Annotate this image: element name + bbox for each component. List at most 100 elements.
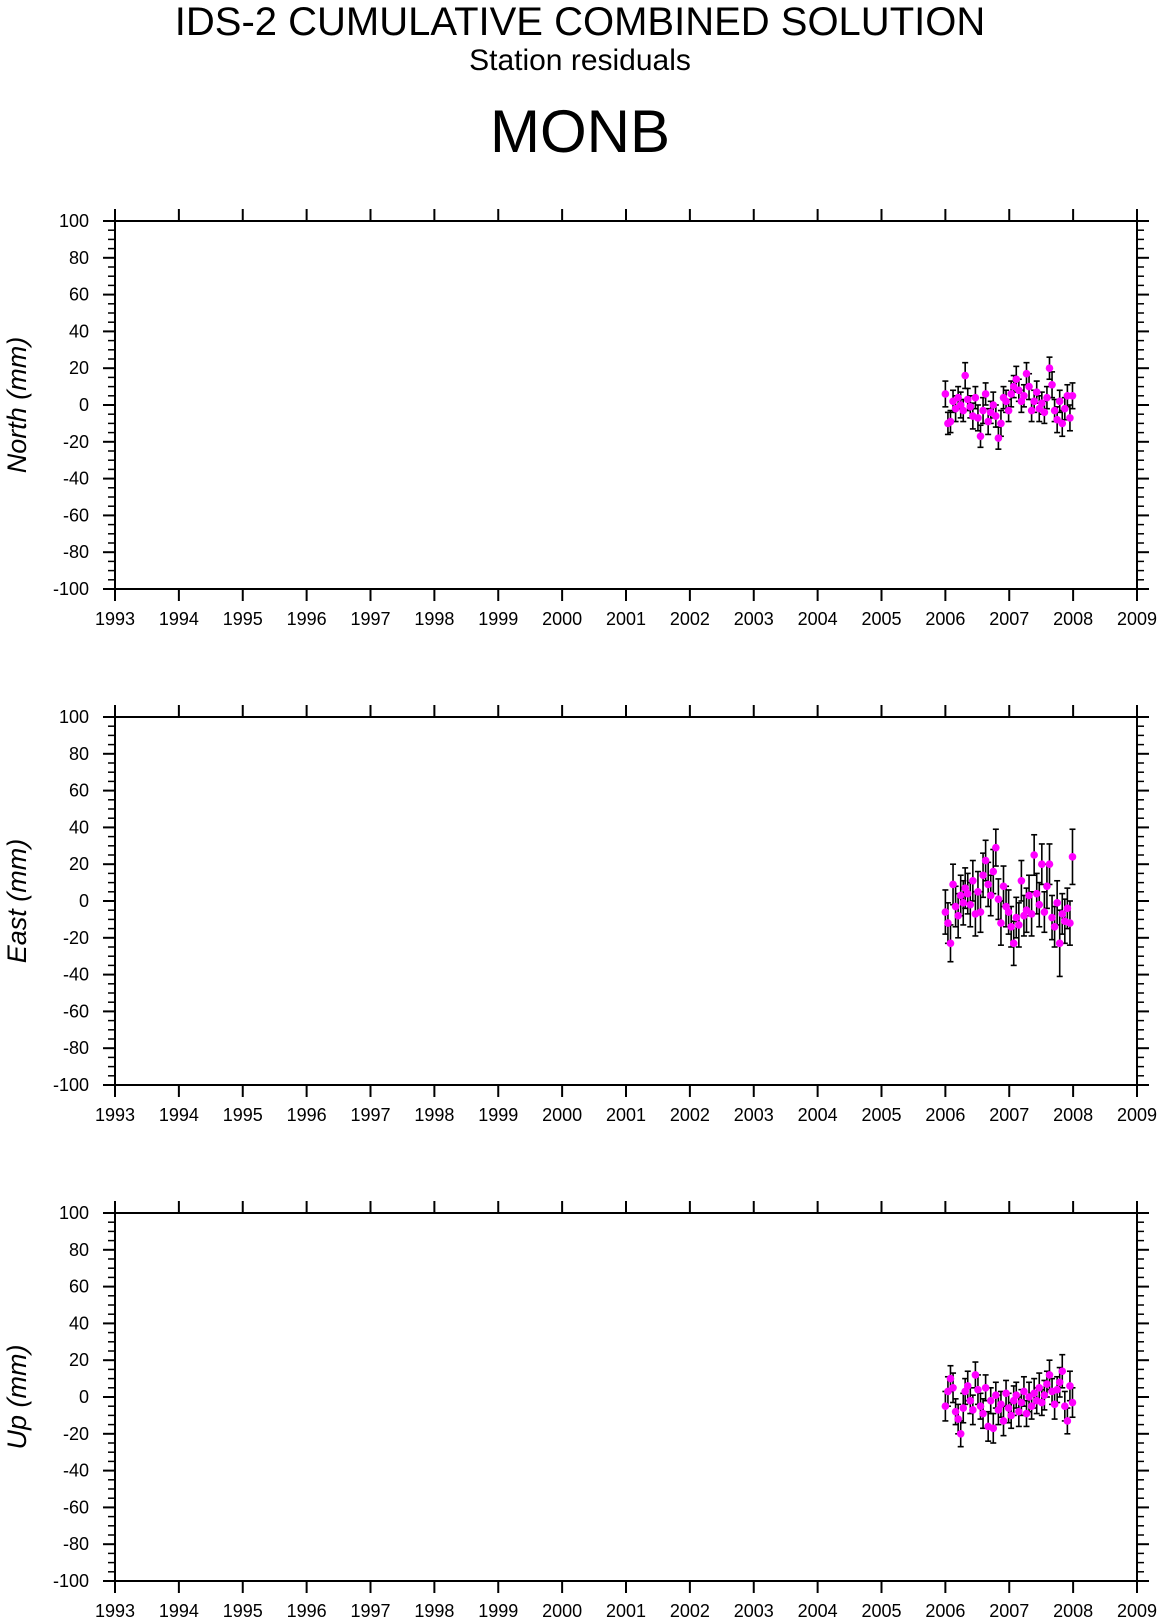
data-point	[1007, 1411, 1015, 1420]
data-point	[1025, 891, 1033, 900]
data-point	[954, 393, 962, 402]
y-tick-label: 100	[59, 211, 89, 231]
y-tick-label: -60	[63, 505, 89, 525]
y-tick-label: 60	[69, 285, 89, 305]
x-tick-label: 1997	[350, 1105, 390, 1125]
data-point	[949, 880, 957, 889]
data-point	[981, 390, 990, 398]
data-point	[954, 1415, 962, 1423]
data-point	[1015, 386, 1023, 395]
data-point	[1017, 1398, 1026, 1407]
y-axis-label: North (mm)	[2, 337, 32, 474]
data-point	[959, 406, 968, 415]
data-point	[969, 876, 977, 885]
x-tick-label: 1993	[95, 1105, 135, 1125]
data-point	[994, 895, 1003, 903]
data-point	[999, 1417, 1008, 1425]
x-tick-label: 1997	[350, 1601, 390, 1621]
data-point	[956, 1430, 965, 1438]
data-point	[941, 1402, 950, 1410]
data-point	[963, 889, 972, 898]
data-point	[946, 417, 955, 426]
y-tick-label: 0	[79, 1387, 89, 1407]
plot-frame	[114, 716, 1138, 1086]
data-point	[976, 908, 985, 916]
x-tick-label: 2003	[734, 1105, 774, 1125]
x-tick-label: 1998	[414, 609, 454, 629]
data-point	[1048, 913, 1056, 922]
data-point	[1061, 1402, 1069, 1410]
data-point	[1040, 1391, 1049, 1399]
x-tick-label: 2001	[606, 609, 646, 629]
x-tick-label: 2005	[861, 1601, 901, 1621]
data-point	[997, 919, 1005, 927]
data-point	[1007, 922, 1015, 931]
x-tick-label: 1997	[350, 609, 390, 629]
data-point	[1020, 1387, 1028, 1396]
data-point	[963, 395, 972, 404]
x-tick-label: 2005	[861, 1105, 901, 1125]
data-point	[1058, 1367, 1067, 1376]
x-tick-label: 2004	[798, 1105, 838, 1125]
x-tick-label: 1998	[414, 1105, 454, 1125]
x-tick-label: 2003	[734, 1601, 774, 1621]
data-point	[974, 414, 982, 422]
data-point	[1055, 939, 1064, 948]
x-tick-label: 2000	[542, 1601, 582, 1621]
y-tick-label: 20	[69, 1350, 89, 1370]
x-tick-label: 2009	[1117, 1105, 1157, 1125]
x-tick-label: 2002	[670, 1105, 710, 1125]
y-tick-label: 0	[79, 395, 89, 415]
y-tick-label: -80	[63, 1038, 89, 1058]
data-point	[986, 891, 995, 900]
data-point	[1004, 908, 1013, 916]
y-tick-label: -80	[63, 542, 89, 562]
x-tick-label: 2007	[989, 1601, 1029, 1621]
data-point	[1066, 1382, 1074, 1390]
data-point	[1043, 1380, 1051, 1388]
data-point	[1050, 406, 1059, 415]
data-point	[951, 1407, 960, 1416]
data-point	[954, 911, 962, 920]
data-point	[979, 1409, 987, 1418]
y-tick-label: -80	[63, 1534, 89, 1554]
data-point	[986, 1396, 995, 1405]
y-tick-label: -100	[53, 579, 89, 599]
y-axis-label: Up (mm)	[2, 1345, 32, 1450]
data-point	[1045, 860, 1054, 868]
y-tick-label: -60	[63, 1497, 89, 1517]
data-point	[1002, 397, 1010, 406]
data-point	[1030, 397, 1038, 406]
data-point	[1068, 853, 1077, 861]
data-point	[1012, 1391, 1021, 1399]
x-tick-label: 2006	[925, 609, 965, 629]
y-tick-label: 80	[69, 248, 89, 268]
data-point	[1004, 1404, 1013, 1412]
data-point	[1017, 876, 1026, 885]
x-tick-label: 1994	[159, 609, 199, 629]
data-point	[974, 888, 982, 896]
y-tick-label: 80	[69, 1240, 89, 1260]
plot-panel: 1993 1994 1995 1996 1997 1998 1999 2000 2001 2002…	[2, 209, 1157, 629]
x-tick-label: 1996	[287, 1105, 327, 1125]
x-tick-label: 1999	[478, 1601, 518, 1621]
x-tick-label: 1996	[287, 1601, 327, 1621]
y-tick-label: -100	[53, 1075, 89, 1095]
data-point	[997, 419, 1005, 428]
data-point	[1035, 900, 1044, 909]
x-tick-label: 2008	[1053, 1105, 1093, 1125]
chart-subtitle: Station residuals	[469, 44, 691, 77]
data-point	[1030, 1389, 1038, 1398]
data-point	[1002, 1389, 1010, 1398]
chart-title: IDS-2 CUMULATIVE COMBINED SOLUTION	[174, 0, 986, 44]
y-tick-label: 40	[69, 321, 89, 341]
y-tick-label: 40	[69, 817, 89, 837]
plot-panel: 1993 1994 1995 1996 1997 1998 1999 2000 2001 2002…	[2, 1201, 1157, 1621]
y-axis-label: East (mm)	[2, 839, 32, 964]
data-point	[989, 401, 998, 409]
y-tick-label: 0	[79, 891, 89, 911]
data-point	[1038, 860, 1046, 868]
data-point	[1045, 1371, 1054, 1379]
data-point	[946, 1374, 955, 1383]
